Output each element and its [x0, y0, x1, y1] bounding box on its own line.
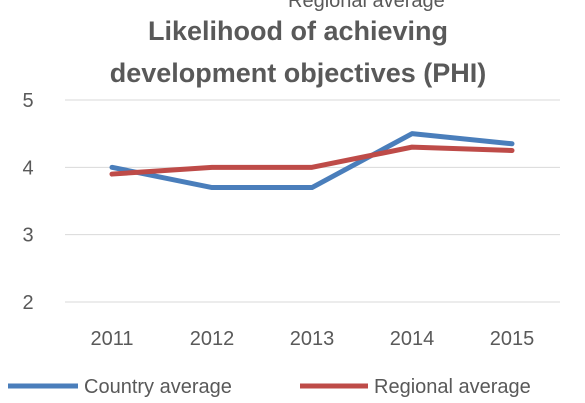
chart-title-line-2: development objectives (PHI) [110, 58, 487, 88]
x-tick-label-2011: 2011 [90, 328, 133, 350]
x-tick-label-2015: 2015 [490, 328, 535, 350]
cutoff-legend-text: Regional average [288, 0, 445, 12]
legend-label-country-average: Country average [84, 376, 232, 398]
legend: Country average Regional average [8, 376, 531, 398]
x-tick-label-2013: 2013 [290, 328, 335, 350]
x-tick-label-2014: 2014 [390, 328, 435, 350]
gridlines [65, 99, 560, 303]
y-axis-tick-labels: 2 3 4 5 [22, 90, 33, 314]
y-tick-label-2: 2 [22, 292, 33, 314]
chart-title-line-1: Likelihood of achieving [148, 16, 448, 46]
series-line-country-average [109, 131, 515, 191]
series-line-regional-average [109, 144, 515, 177]
x-tick-label-2012: 2012 [190, 328, 235, 350]
y-tick-label-3: 3 [22, 225, 33, 247]
legend-label-regional-average: Regional average [374, 376, 531, 398]
y-tick-label-4: 4 [22, 157, 33, 179]
series-lines [109, 131, 515, 191]
x-axis-tick-labels: 2011 2012 2013 2014 2015 [90, 328, 534, 350]
y-tick-label-5: 5 [22, 90, 33, 112]
